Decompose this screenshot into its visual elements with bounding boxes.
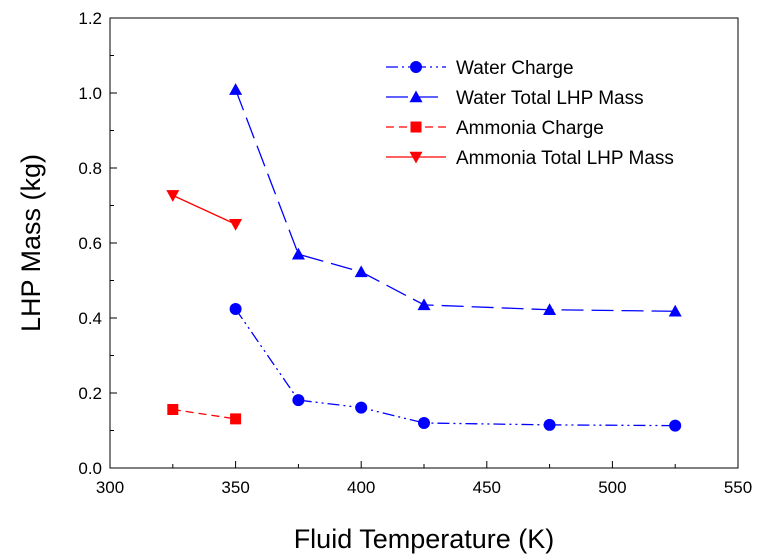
data-point — [292, 394, 305, 407]
data-point — [229, 219, 243, 231]
y-tick-label: 0.6 — [78, 234, 102, 253]
x-tick-label: 350 — [221, 478, 249, 497]
legend-marker — [409, 151, 423, 164]
series-line — [235, 308, 676, 427]
x-axis: 300 350 400 450 500 550 — [96, 461, 752, 497]
data-point — [543, 418, 556, 431]
x-tick-label: 550 — [724, 478, 752, 497]
data-point — [418, 417, 430, 429]
y-tick-label: 1.0 — [78, 84, 102, 103]
data-point — [669, 419, 682, 432]
data-point — [230, 413, 242, 425]
plot-frame — [109, 17, 739, 469]
legend-item: Ammonia Total LHP Mass — [386, 148, 674, 169]
y-tick-label: 0.2 — [78, 384, 102, 403]
data-point — [668, 304, 682, 317]
legend-marker — [409, 90, 423, 103]
data-point — [167, 404, 179, 415]
data-point — [354, 265, 368, 278]
y-axis-title: LHP Mass (kg) — [16, 154, 46, 332]
series-1 — [229, 83, 682, 317]
data-point — [291, 247, 305, 260]
data-point — [355, 401, 368, 414]
legend-item: Water Total LHP Mass — [386, 88, 644, 109]
y-tick-label: 0.0 — [78, 459, 102, 478]
y-tick-label: 1.2 — [78, 9, 102, 28]
y-axis: 0.0 0.2 0.4 0.6 0.8 1.0 1.2 — [78, 9, 117, 478]
x-tick-label: 400 — [347, 478, 375, 497]
data-point — [229, 83, 243, 95]
x-axis-title: Fluid Temperature (K) — [294, 524, 555, 554]
y-tick-label: 0.4 — [78, 309, 102, 328]
series-2 — [167, 404, 242, 425]
legend-marker — [410, 61, 422, 73]
series-line — [172, 194, 236, 225]
legend-item: Ammonia Charge — [386, 118, 604, 139]
data-point — [166, 190, 180, 202]
x-tick-label: 450 — [473, 478, 501, 497]
legend: Water Charge Water Total LHP Mass Ammonia … — [386, 58, 674, 169]
legend-label: Water Charge — [456, 58, 574, 79]
legend-label: Water Total LHP Mass — [456, 88, 644, 109]
legend-item: Water Charge — [386, 58, 574, 79]
data-point — [229, 303, 242, 315]
series-line — [234, 89, 676, 312]
y-tick-label: 0.8 — [78, 159, 102, 178]
legend-label: Ammonia Total LHP Mass — [456, 148, 674, 169]
x-tick-label: 300 — [96, 478, 124, 497]
series-line — [172, 408, 236, 420]
series-0 — [229, 303, 682, 432]
legend-label: Ammonia Charge — [456, 118, 604, 139]
data-point — [417, 298, 431, 311]
data-point — [543, 303, 557, 315]
series-3 — [166, 190, 243, 231]
x-tick-label: 500 — [598, 478, 626, 497]
series-layer — [166, 83, 682, 432]
legend-marker — [410, 121, 422, 133]
